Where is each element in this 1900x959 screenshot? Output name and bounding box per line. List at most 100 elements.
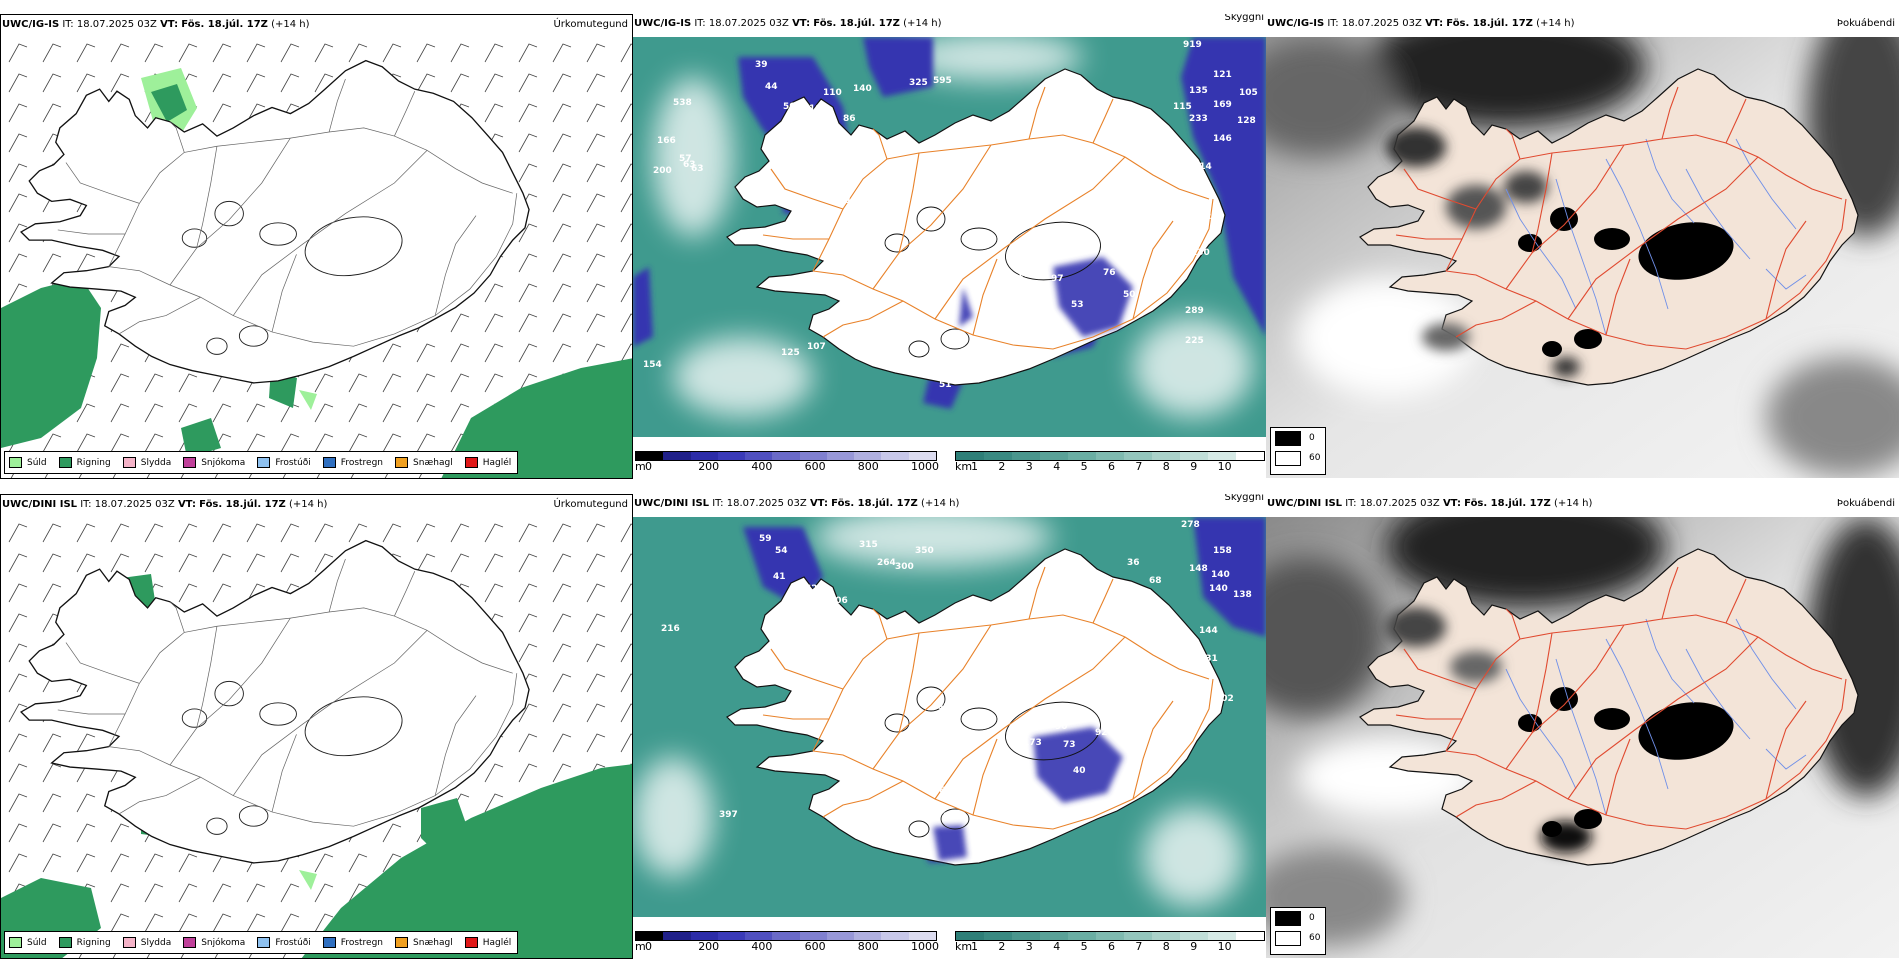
visibility-value-label: 121	[1213, 70, 1232, 80]
visibility-value-label: 51	[813, 220, 826, 230]
visibility-value-label: 54	[775, 546, 788, 556]
visibility-value-label: 62	[805, 584, 818, 594]
visibility-value-label: 57	[679, 154, 692, 164]
fog-panel-dini: UWC/DINI ISL IT: 18.07.2025 03Z VT: Fös.…	[1266, 494, 1899, 959]
legend-swatch	[58, 937, 72, 948]
scale-tick: 3	[1025, 940, 1033, 953]
precip-legend-item: Frostúði	[257, 457, 311, 468]
vt-value: Fös. 18.júl. 17Z	[1464, 498, 1551, 509]
visibility-value-label: 87	[979, 240, 992, 250]
legend-swatch	[395, 937, 409, 948]
visibility-value-label: 595	[933, 76, 952, 86]
legend-label: Snæhagl	[413, 457, 453, 468]
visibility-value-label: 225	[1185, 336, 1204, 346]
scale-tick: 5	[1080, 940, 1088, 953]
scale-tick: 5	[1080, 460, 1088, 473]
visibility-value-label: 63	[939, 786, 952, 796]
visibility-value-label: 53	[845, 226, 858, 236]
visibility-value-label: 68	[1149, 576, 1162, 586]
fog-legend-min: 0	[1309, 433, 1315, 443]
scale-tick: 7	[1135, 940, 1143, 953]
scale-tick: 600	[804, 460, 826, 473]
precip-legend-item: Snæhagl	[395, 937, 453, 948]
visibility-value-label: 144	[1199, 626, 1218, 636]
visibility-scales: m 0 200 400 600 800 1000 km 1 2 3 4 5 6 7 8 9 10	[633, 449, 1266, 477]
scale-unit: m	[635, 940, 646, 953]
visibility-value-label: 38	[943, 812, 956, 822]
visibility-value-label: 105	[1239, 88, 1258, 98]
vt-value: Fös. 18.júl. 17Z	[1446, 18, 1533, 29]
visibility-value-label: 128	[1237, 116, 1256, 126]
visibility-value-label: 44	[765, 82, 778, 92]
visibility-value-label: 76	[1103, 268, 1116, 278]
legend-label: Frostúði	[275, 457, 311, 468]
visibility-value-label: 105	[809, 104, 828, 114]
fog-legend-row: 60	[1271, 448, 1325, 468]
legend-swatch	[9, 937, 22, 948]
vt-value: Fös. 18.júl. 17Z	[181, 19, 268, 30]
legend-swatch	[322, 937, 336, 948]
legend-label: Haglél	[482, 937, 512, 948]
visibility-value-label: 919	[1183, 40, 1202, 50]
scale-tick: 400	[751, 460, 773, 473]
visibility-value-label: 63	[691, 164, 704, 174]
legend-swatch	[122, 457, 136, 468]
visibility-value-label: 60	[937, 702, 950, 712]
legend-swatch	[464, 457, 478, 468]
legend-swatch	[395, 457, 409, 468]
vt-label: VT:	[177, 499, 196, 510]
vt-label: VT:	[160, 19, 179, 30]
visibility-value-label: 50	[783, 102, 796, 112]
visibility-panel-ig: UWC/IG-IS IT: 18.07.2025 03Z VT: Fös. 18…	[633, 14, 1266, 479]
visibility-scale-km	[955, 451, 1265, 461]
panel-title: Úrkomutegund	[553, 19, 628, 30]
vt-label: VT:	[1442, 498, 1461, 509]
visibility-scale-labels: km 1 2 3 4 5 6 7 8 9 10	[955, 940, 1263, 954]
visibility-value-label: 50	[1123, 290, 1136, 300]
model-name: UWC/DINI ISL	[634, 498, 710, 509]
precip-legend: Súld Rigning Slydda Snjókoma Frostúði Frostre…	[4, 451, 519, 474]
visibility-value-label: 101	[833, 196, 852, 206]
scale-tick: 0	[645, 460, 652, 473]
fog-legend-row: 0	[1271, 428, 1325, 448]
precip-legend-item: Snjókoma	[183, 937, 245, 948]
fog-swatch-light	[1275, 930, 1301, 946]
scale-tick: 1000	[911, 460, 939, 473]
visibility-value-label: 63	[683, 160, 696, 170]
visibility-value-label: 98	[1025, 718, 1038, 728]
visibility-value-label: 36	[1127, 558, 1140, 568]
visibility-value-label: 397	[719, 810, 738, 820]
lead-time: (+14 h)	[289, 499, 328, 510]
lead-time: (+14 h)	[903, 18, 942, 29]
visibility-value-label: 148	[1189, 564, 1208, 574]
precip-legend-item: Súld	[9, 457, 47, 468]
it-value: 18.07.2025 03Z	[708, 18, 789, 29]
model-name: UWC/DINI ISL	[2, 499, 78, 510]
scale-tick: 2	[998, 940, 1006, 953]
precip-legend-item: Frostregn	[322, 457, 383, 468]
vt-label: VT:	[792, 18, 811, 29]
scale-tick: 3	[1025, 460, 1033, 473]
legend-swatch	[122, 937, 136, 948]
precip-map	[1, 38, 632, 478]
visibility-map: 919 121 105 135 169 128 233 146 115 538 39 44 50 110 1…	[633, 37, 1266, 437]
scale-tick: 6	[1108, 460, 1115, 473]
fog-legend: 0 60	[1270, 427, 1326, 475]
panel-title: Úrkomutegund	[553, 499, 628, 510]
scale-tick: 0	[645, 940, 652, 953]
visibility-value-label: 50	[783, 118, 796, 128]
legend-swatch	[183, 937, 197, 948]
visibility-value-label: 53	[1071, 300, 1084, 310]
precip-legend-item: Slydda	[122, 937, 171, 948]
precip-panel-dini: UWC/DINI ISL IT: 18.07.2025 03Z VT: Fös.…	[0, 494, 633, 959]
scale-tick: 8	[1162, 460, 1170, 473]
visibility-value-label: 40	[1073, 766, 1086, 776]
visibility-scale-labels: m 0 200 400 600 800 1000	[635, 460, 939, 474]
scale-tick: 800	[857, 460, 879, 473]
visibility-scale-m	[635, 451, 937, 461]
legend-label: Haglél	[482, 457, 512, 468]
visibility-value-label: 233	[1189, 114, 1208, 124]
visibility-value-label: 39	[755, 60, 768, 70]
it-value: 18.07.2025 03Z	[1341, 18, 1422, 29]
precip-legend-item: Snjókoma	[183, 457, 245, 468]
